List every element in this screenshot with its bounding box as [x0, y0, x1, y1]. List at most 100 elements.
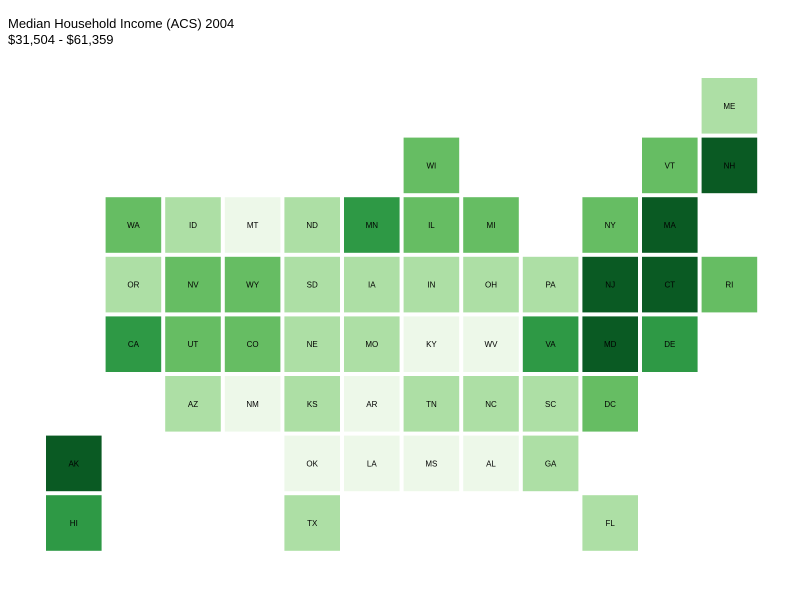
state-tile-label: WA — [127, 221, 140, 230]
state-tile-fill — [344, 376, 400, 432]
state-tile-sd: SD — [284, 256, 340, 313]
state-tile-label: MI — [487, 221, 496, 230]
state-tile-wv: WV — [463, 316, 519, 372]
state-tile-label: TN — [426, 400, 437, 409]
state-tile-fill — [463, 197, 519, 253]
state-tile-nm: NM — [224, 376, 281, 432]
state-tile-fill — [582, 197, 638, 253]
state-tile-label: IL — [428, 221, 435, 230]
state-tile-fill — [105, 197, 162, 253]
state-tile-fill — [642, 137, 698, 194]
state-tile-label: IA — [368, 281, 376, 290]
state-tile-fill — [582, 256, 638, 313]
state-tile-fill — [224, 376, 281, 432]
state-tile-label: MA — [664, 221, 677, 230]
state-tile-fill — [522, 435, 579, 492]
state-tile-fill — [701, 78, 758, 134]
state-tile-mi: MI — [463, 197, 519, 253]
state-tile-ca: CA — [105, 316, 162, 372]
state-tile-fill — [522, 256, 579, 313]
state-tile-wi: WI — [403, 137, 460, 194]
state-tile-label: CT — [664, 281, 675, 290]
state-tile-label: MT — [247, 221, 259, 230]
state-tile-ga: GA — [522, 435, 579, 492]
state-tile-de: DE — [642, 316, 698, 372]
state-tile-mn: MN — [344, 197, 400, 253]
state-tile-va: VA — [522, 316, 579, 372]
state-tile-label: SC — [545, 400, 556, 409]
state-tile-fill — [463, 376, 519, 432]
state-tile-fill — [224, 256, 281, 313]
state-tile-fill — [46, 495, 102, 551]
state-tile-fill — [403, 316, 460, 372]
state-tile-me: ME — [701, 78, 758, 134]
state-tile-label: OK — [306, 459, 318, 468]
state-tile-fill — [284, 435, 340, 492]
state-tile-ny: NY — [582, 197, 638, 253]
state-tile-ne: NE — [284, 316, 340, 372]
state-tile-fill — [582, 495, 638, 551]
state-tile-dc: DC — [582, 376, 638, 432]
state-tile-md: MD — [582, 316, 638, 372]
state-tile-fl: FL — [582, 495, 638, 551]
state-tile-label: MN — [366, 221, 379, 230]
state-tile-fill — [165, 376, 221, 432]
state-tile-fill — [403, 376, 460, 432]
state-tile-ri: RI — [701, 256, 758, 313]
state-tile-mo: MO — [344, 316, 400, 372]
state-tile-fill — [284, 256, 340, 313]
state-tile-fill — [284, 316, 340, 372]
state-tile-nv: NV — [165, 256, 221, 313]
state-tile-label: NH — [724, 161, 736, 170]
state-tile-oh: OH — [463, 256, 519, 313]
state-tile-ky: KY — [403, 316, 460, 372]
state-tile-fill — [105, 256, 162, 313]
state-tile-label: ND — [306, 221, 318, 230]
map-title: Median Household Income (ACS) 2004 — [8, 16, 235, 31]
state-tile-label: WY — [246, 281, 260, 290]
state-tile-fill — [344, 316, 400, 372]
state-tile-ks: KS — [284, 376, 340, 432]
state-tile-label: AZ — [188, 400, 198, 409]
state-tile-fill — [642, 256, 698, 313]
state-tile-fill — [403, 197, 460, 253]
state-tile-fill — [463, 435, 519, 492]
state-tile-co: CO — [224, 316, 281, 372]
state-tile-fill — [582, 316, 638, 372]
state-tile-fill — [284, 197, 340, 253]
state-tile-label: AR — [366, 400, 377, 409]
state-tile-fill — [463, 316, 519, 372]
state-tile-fill — [463, 256, 519, 313]
state-tile-label: NV — [187, 281, 199, 290]
state-tile-fill — [165, 316, 221, 372]
state-tile-label: IN — [427, 281, 435, 290]
state-tile-sc: SC — [522, 376, 579, 432]
state-tile-fill — [642, 197, 698, 253]
state-tile-fill — [403, 137, 460, 194]
state-tile-label: WI — [427, 161, 437, 170]
state-tile-ar: AR — [344, 376, 400, 432]
state-tile-fill — [522, 316, 579, 372]
state-tile-label: FL — [606, 519, 616, 528]
map-title-block: Median Household Income (ACS) 2004 $31,5… — [8, 16, 234, 48]
state-tile-label: RI — [725, 281, 733, 290]
state-tile-ia: IA — [344, 256, 400, 313]
state-tile-ak: AK — [46, 435, 102, 492]
state-tile-label: ID — [189, 221, 197, 230]
state-tile-fill — [403, 256, 460, 313]
state-tile-fill — [582, 376, 638, 432]
state-tile-fill — [105, 316, 162, 372]
state-tile-tn: TN — [403, 376, 460, 432]
state-tile-mt: MT — [224, 197, 281, 253]
state-tile-label: NC — [485, 400, 497, 409]
state-tile-label: KY — [426, 340, 437, 349]
state-tile-label: MS — [425, 459, 437, 468]
state-tile-label: KS — [307, 400, 318, 409]
state-tile-label: NE — [307, 340, 318, 349]
state-tile-ms: MS — [403, 435, 460, 492]
state-tile-fill — [701, 137, 758, 194]
state-tile-in: IN — [403, 256, 460, 313]
state-tile-fill — [344, 256, 400, 313]
state-tile-fill — [344, 435, 400, 492]
